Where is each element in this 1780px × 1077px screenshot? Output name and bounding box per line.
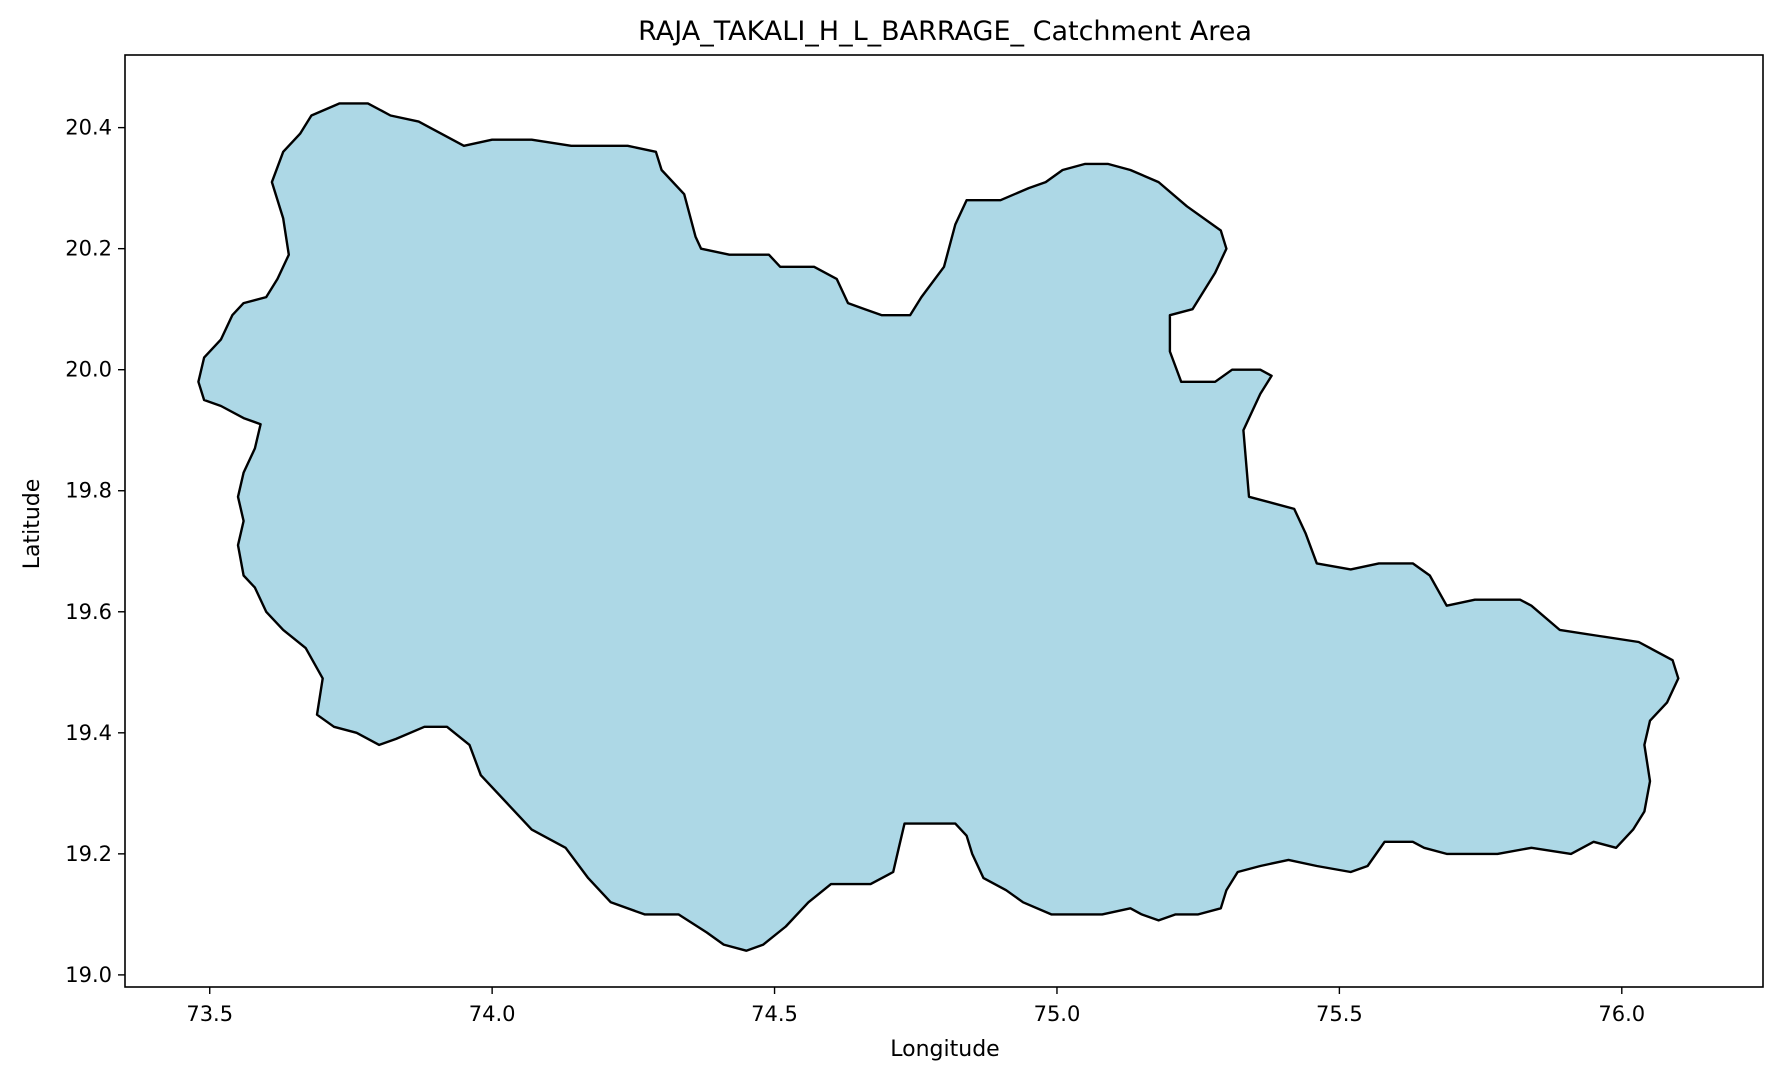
y-tick-label: 19.6 bbox=[65, 600, 112, 624]
y-tick-label: 20.0 bbox=[65, 358, 112, 382]
x-tick-label: 76.0 bbox=[1598, 1002, 1645, 1026]
y-tick-label: 19.4 bbox=[65, 721, 112, 745]
y-tick-label: 20.4 bbox=[65, 116, 112, 140]
x-tick-label: 74.5 bbox=[751, 1002, 798, 1026]
x-tick-label: 74.0 bbox=[469, 1002, 516, 1026]
chart-title: RAJA_TAKALI_H_L_BARRAGE_ Catchment Area bbox=[638, 16, 1252, 47]
plot-area-frame bbox=[124, 54, 1764, 988]
y-axis-ticks: 19.0 19.2 19.4 19.6 19.8 20.0 20.2 20.4 bbox=[65, 116, 125, 987]
x-tick-label: 73.5 bbox=[186, 1002, 233, 1026]
x-axis-label: Longitude bbox=[890, 1037, 999, 1062]
y-tick-label: 20.2 bbox=[65, 237, 112, 261]
y-tick-label: 19.0 bbox=[65, 963, 112, 987]
x-tick-label: 75.5 bbox=[1316, 1002, 1363, 1026]
y-tick-label: 19.2 bbox=[65, 842, 112, 866]
x-axis-ticks: 73.5 74.0 74.5 75.0 75.5 76.0 bbox=[186, 987, 1645, 1026]
catchment-area bbox=[197, 102, 1680, 952]
x-tick-label: 75.0 bbox=[1034, 1002, 1081, 1026]
y-axis-label: Latitude bbox=[20, 479, 45, 570]
y-tick-label: 19.8 bbox=[65, 479, 112, 503]
catchment-polygon bbox=[197, 102, 1680, 952]
